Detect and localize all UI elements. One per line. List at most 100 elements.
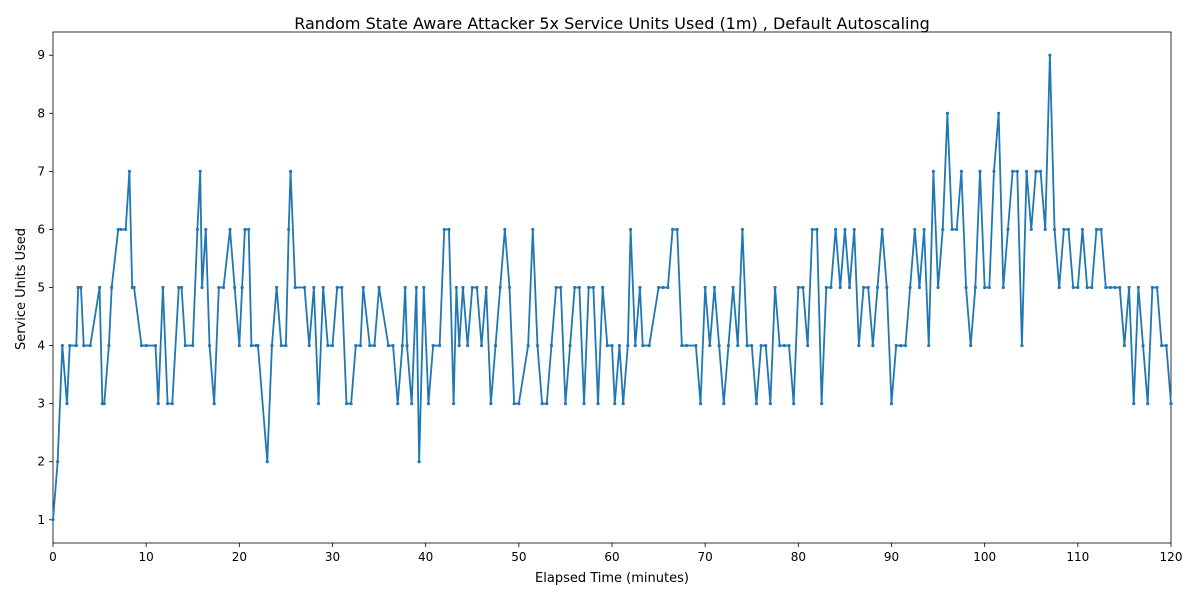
data-point xyxy=(119,227,123,232)
data-point xyxy=(656,285,661,290)
data-point xyxy=(568,343,572,348)
data-point xyxy=(127,169,131,173)
data-point xyxy=(228,227,232,232)
data-point xyxy=(759,343,763,348)
data-point xyxy=(778,343,782,348)
data-point xyxy=(74,343,78,348)
data-point xyxy=(1066,227,1071,232)
data-point xyxy=(116,227,120,232)
data-point xyxy=(610,343,614,348)
data-point xyxy=(829,285,833,290)
data-point xyxy=(110,285,114,290)
data-point xyxy=(405,343,409,348)
x-tick-label: 0 xyxy=(49,550,57,564)
data-point xyxy=(431,343,435,348)
data-point xyxy=(857,343,861,348)
data-point xyxy=(698,402,703,406)
data-point xyxy=(666,285,670,290)
data-point xyxy=(917,285,922,290)
data-point xyxy=(1015,169,1019,173)
data-point xyxy=(992,169,996,173)
data-point xyxy=(1127,285,1131,290)
data-point xyxy=(731,285,735,290)
data-point xyxy=(335,285,339,290)
y-tick-label: 2 xyxy=(37,455,45,469)
data-point xyxy=(102,402,106,406)
data-point xyxy=(240,285,244,290)
data-point xyxy=(82,343,86,348)
data-point xyxy=(454,285,459,290)
data-point xyxy=(493,343,498,348)
data-point xyxy=(517,402,521,406)
data-point xyxy=(284,343,288,348)
x-axis-label: Elapsed Time (minutes) xyxy=(535,571,689,586)
x-tick-label: 30 xyxy=(325,550,340,564)
data-point xyxy=(179,285,184,290)
data-point xyxy=(330,343,335,348)
data-point xyxy=(1090,285,1094,290)
data-point xyxy=(191,343,195,348)
data-point xyxy=(531,227,535,232)
data-point xyxy=(661,285,665,290)
data-point xyxy=(545,402,549,406)
data-point xyxy=(605,343,609,348)
data-point xyxy=(256,343,260,348)
data-point xyxy=(764,343,768,348)
data-point xyxy=(792,402,796,406)
data-point xyxy=(221,285,226,290)
data-point xyxy=(806,343,810,348)
data-point xyxy=(156,402,160,406)
data-point xyxy=(1113,285,1117,290)
data-point xyxy=(815,227,819,232)
data-point xyxy=(316,402,321,406)
data-point xyxy=(875,285,880,290)
data-point xyxy=(1029,227,1033,232)
data-point xyxy=(438,343,442,348)
data-point xyxy=(65,402,69,406)
data-point xyxy=(312,285,316,290)
data-point xyxy=(489,402,493,406)
data-point xyxy=(1071,285,1075,290)
data-point xyxy=(217,285,221,290)
data-point xyxy=(470,285,474,290)
data-point xyxy=(526,343,530,348)
data-point xyxy=(475,285,479,290)
data-point xyxy=(354,343,358,348)
data-point xyxy=(498,285,502,290)
data-point xyxy=(582,402,586,406)
data-point xyxy=(573,285,577,290)
x-tick-label: 50 xyxy=(511,550,526,564)
data-point xyxy=(903,343,908,348)
data-point xyxy=(964,285,968,290)
data-point xyxy=(153,343,158,348)
data-point xyxy=(1122,343,1127,348)
data-point xyxy=(457,343,461,348)
data-point xyxy=(426,402,431,406)
data-point xyxy=(237,343,241,348)
data-point xyxy=(1160,343,1164,348)
data-point xyxy=(1076,285,1080,290)
data-point xyxy=(503,227,507,232)
y-axis-label: Service Units Used xyxy=(14,228,29,350)
data-point xyxy=(465,343,470,348)
data-point xyxy=(754,402,759,406)
data-point xyxy=(703,285,707,290)
data-point xyxy=(442,227,446,232)
data-point xyxy=(617,343,622,348)
data-point xyxy=(400,343,404,348)
data-point xyxy=(183,343,187,348)
data-point xyxy=(750,343,754,348)
data-point xyxy=(198,169,202,173)
data-point xyxy=(1108,285,1113,290)
y-tick-label: 9 xyxy=(37,48,45,62)
data-point xyxy=(613,402,617,406)
data-point xyxy=(88,343,92,348)
data-point xyxy=(694,343,698,348)
data-point xyxy=(596,402,600,406)
data-point xyxy=(717,343,721,348)
data-point xyxy=(959,169,963,173)
data-point xyxy=(396,402,400,406)
data-point xyxy=(132,285,136,290)
data-point xyxy=(340,285,344,290)
